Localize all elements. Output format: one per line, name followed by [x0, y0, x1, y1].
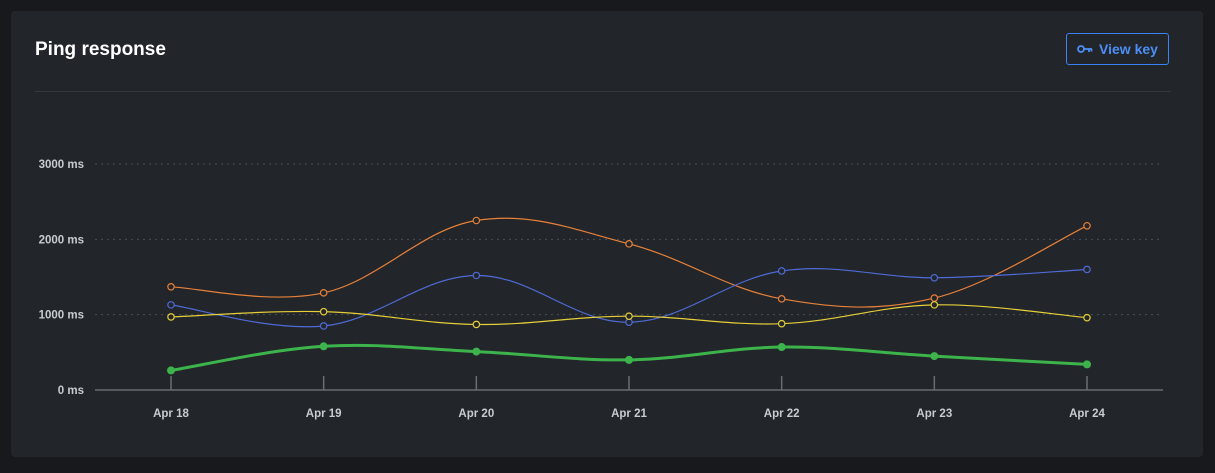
- data-point: [167, 313, 175, 321]
- data-point: [930, 352, 939, 361]
- data-point: [930, 301, 939, 309]
- data-point: [167, 366, 175, 375]
- card-title: Ping response: [35, 39, 166, 60]
- data-point: [777, 267, 786, 275]
- data-point: [167, 301, 175, 309]
- data-point: [625, 355, 633, 364]
- data-point: [1083, 221, 1091, 230]
- x-tick-label: Apr 22: [764, 408, 800, 420]
- data-point: [319, 322, 328, 330]
- ping-response-card: Ping response View key: [11, 11, 1203, 457]
- data-point: [167, 282, 175, 291]
- x-tick-label: Apr 24: [1069, 408, 1105, 420]
- data-point: [1083, 360, 1091, 369]
- x-tick-label: Apr 19: [306, 408, 342, 420]
- data-point: [319, 342, 328, 351]
- data-point: [777, 295, 786, 303]
- x-tick-label: Apr 21: [611, 408, 647, 420]
- data-point: [777, 343, 786, 352]
- header-divider: [35, 91, 1171, 92]
- x-tick-label: Apr 20: [458, 408, 494, 420]
- data-point: [472, 216, 481, 225]
- key-icon: [1077, 44, 1093, 54]
- data-point: [1083, 265, 1091, 274]
- data-point: [930, 294, 939, 302]
- view-key-label: View key: [1099, 41, 1158, 57]
- y-tick-label: 1000 ms: [39, 310, 84, 322]
- y-tick-label: 2000 ms: [39, 234, 84, 246]
- y-tick-label: 3000 ms: [39, 159, 84, 171]
- series-line: [170, 217, 1088, 308]
- data-point: [472, 271, 481, 280]
- data-point: [777, 319, 786, 328]
- data-point: [1083, 313, 1091, 322]
- x-tick-label: Apr 18: [153, 408, 189, 420]
- x-tick-label: Apr 23: [916, 408, 952, 420]
- data-point: [319, 307, 328, 316]
- data-point: [472, 347, 481, 356]
- data-point: [930, 273, 939, 282]
- data-point: [625, 240, 633, 248]
- data-point: [625, 312, 633, 320]
- data-point: [472, 320, 481, 329]
- view-key-button[interactable]: View key: [1066, 33, 1169, 65]
- data-point: [319, 289, 328, 297]
- y-tick-label: 0 ms: [58, 385, 84, 397]
